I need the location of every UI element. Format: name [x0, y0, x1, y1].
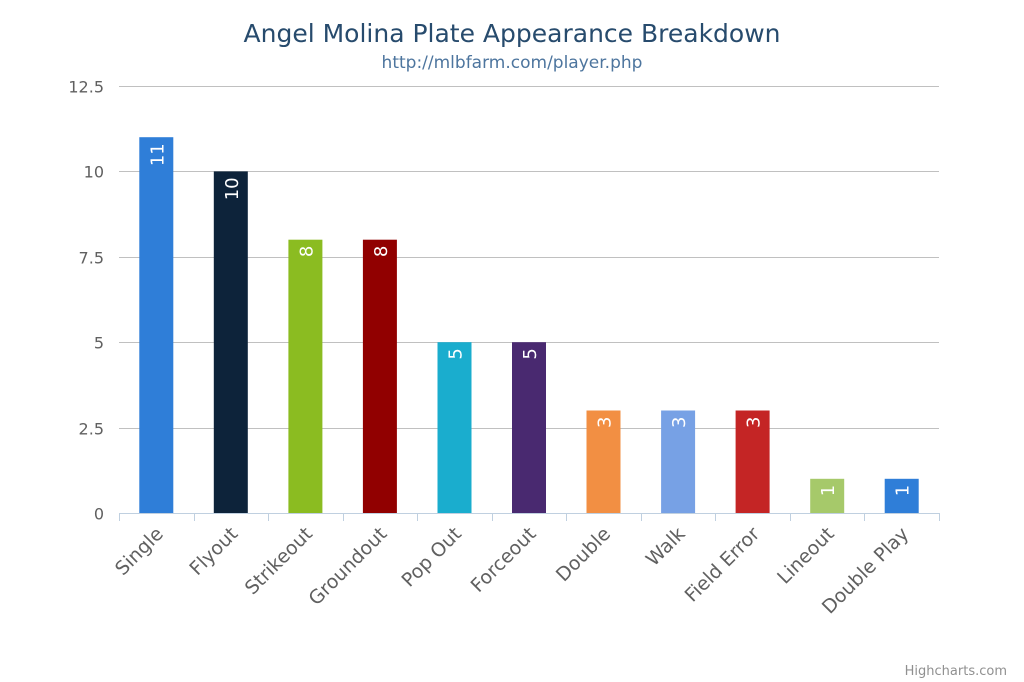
x-category-label: Walk [642, 523, 690, 571]
bar[interactable] [512, 342, 546, 513]
bar[interactable] [362, 239, 397, 513]
y-tick-label: 7.5 [79, 249, 104, 268]
bar[interactable] [288, 239, 323, 513]
data-label: 10 [222, 177, 243, 200]
y-tick-label: 2.5 [79, 420, 104, 439]
x-category-label: Groundout [304, 523, 391, 610]
x-category-label: Forceout [467, 523, 541, 597]
data-label: 8 [296, 246, 317, 257]
data-label: 3 [595, 417, 616, 428]
y-tick-label: 10 [84, 163, 104, 182]
y-tick-label: 12.5 [68, 78, 104, 97]
data-label: 5 [520, 348, 541, 359]
bar[interactable] [139, 137, 174, 513]
data-label: 5 [445, 348, 466, 359]
y-axis-ticks: 0 2.5 5 7.5 10 12.5 [68, 78, 104, 524]
x-category-label: Pop Out [397, 523, 466, 592]
bar[interactable] [735, 410, 770, 514]
bars [139, 137, 919, 514]
bar[interactable] [586, 410, 621, 514]
bar[interactable] [661, 410, 696, 514]
bar[interactable] [810, 478, 845, 513]
credits-link[interactable]: Highcharts.com [905, 664, 1007, 679]
grid-lines [119, 86, 939, 429]
x-category-label: Single [111, 523, 168, 580]
data-label: 11 [147, 143, 168, 166]
y-tick-label: 0 [94, 505, 104, 524]
data-label: 3 [669, 417, 690, 428]
bar[interactable] [437, 342, 472, 513]
chart-title: Angel Molina Plate Appearance Breakdown [244, 19, 781, 48]
x-category-label: Flyout [185, 523, 242, 580]
data-label: 8 [371, 246, 392, 257]
x-category-label: Double [552, 523, 615, 586]
bar[interactable] [213, 171, 248, 513]
chart-subtitle: http://mlbfarm.com/player.php [382, 53, 643, 73]
x-category-label: Lineout [773, 523, 839, 589]
data-label: 1 [818, 485, 839, 496]
bar[interactable] [884, 478, 919, 513]
y-tick-label: 5 [94, 334, 104, 353]
x-category-label: Field Error [681, 523, 765, 607]
data-label: 3 [744, 417, 765, 428]
data-label: 1 [893, 485, 914, 496]
x-category-label: Strikeout [241, 523, 317, 599]
